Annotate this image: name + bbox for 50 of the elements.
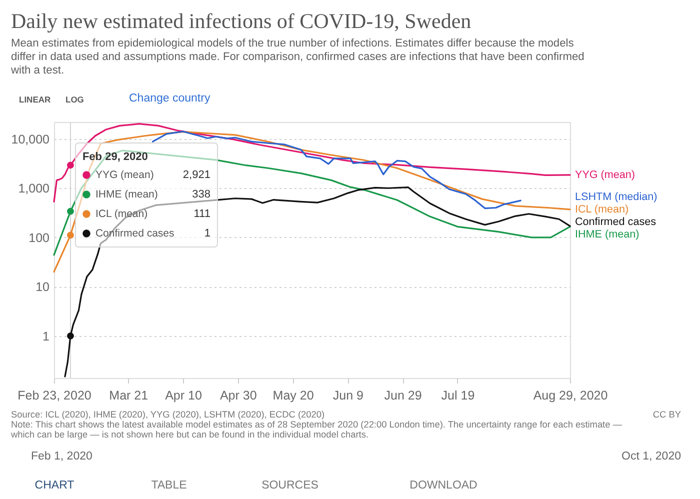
point <box>67 332 74 340</box>
x-tick-label: Apr 30 <box>220 388 257 402</box>
y-tick-label: 1 <box>42 329 50 344</box>
text: Change country <box>129 92 210 104</box>
y-tick-label: 10 <box>36 280 50 294</box>
point <box>67 162 74 169</box>
legend-label: ICL (mean) <box>95 208 148 220</box>
line-series <box>53 150 571 256</box>
x-tick-label: Apr 10 <box>165 388 202 402</box>
point <box>67 208 74 215</box>
ref-line-label: Feb 29, 2020 <box>82 151 148 163</box>
text: Note: This chart shows the latest available model estimates as of 28 September 2020 (22:00 London time). The uncertainty range for each estimate — which can be large — is not shown here but can be found in the individual model charts. <box>10 420 623 440</box>
legend-label: YYG (mean) <box>95 169 154 181</box>
text: DOWNLOAD <box>410 480 478 492</box>
x-tick-label: May 20 <box>272 388 314 402</box>
y-tick-label: 100 <box>28 230 50 245</box>
annotation: 2,921 <box>182 169 210 181</box>
chart-title: Daily new estimated infections of COVID-19, Sweden <box>11 9 472 33</box>
line-series <box>64 186 571 378</box>
line-series <box>53 123 571 203</box>
legend-label: IHME (mean) <box>95 188 158 200</box>
text: LINEAR <box>19 94 51 104</box>
text: CC BY <box>652 410 681 420</box>
annotation: 338 <box>192 188 210 200</box>
text: LOG <box>66 94 84 104</box>
y-tick-label: 10,000 <box>11 132 50 146</box>
text: CHART <box>34 480 74 492</box>
text: Confirmed cases <box>575 216 656 228</box>
text: LSHTM (median) <box>575 190 658 203</box>
source-note: Source: ICL (2020), IHME (2020), YYG (2020), LSHTM (2020), ECDC (2020) <box>11 410 325 420</box>
x-tick-label: Jul 19 <box>441 388 475 402</box>
line-series <box>53 131 571 273</box>
x-tick-label: Aug 29, 2020 <box>533 388 608 402</box>
chart-subtitle: Mean estimates from epidemiological models of the true number of infections. Estimates differ because the models differ in data used and assumptions made. For comparison, confirmed cases are infections that have been confirmed with a test. <box>10 38 584 76</box>
text: ICL (mean) <box>575 203 629 216</box>
annotation: 1 <box>204 228 210 240</box>
text: YYG (mean) <box>575 168 635 181</box>
text: TABLE <box>151 480 188 492</box>
text: Oct 1, 2020 <box>622 450 681 463</box>
point <box>67 232 74 239</box>
x-tick-label: Jun 9 <box>332 388 364 402</box>
x-tick-label: Jun 29 <box>384 388 422 402</box>
x-tick-label: Feb 23, 2020 <box>18 388 92 402</box>
legend-label: Confirmed cases <box>95 228 174 240</box>
x-tick-label: Mar 21 <box>109 388 148 402</box>
text: Feb 1, 2020 <box>31 450 92 463</box>
text: SOURCES <box>262 480 319 492</box>
text: IHME (mean) <box>575 228 640 240</box>
y-tick-label: 1,000 <box>18 182 50 196</box>
annotation: 111 <box>194 208 210 220</box>
